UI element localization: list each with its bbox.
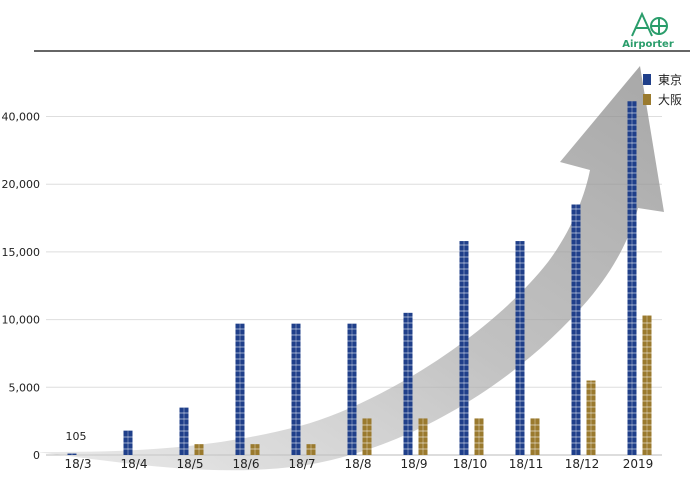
bar-tokyo — [403, 312, 413, 455]
bars — [67, 101, 652, 455]
x-tick-label: 18/3 — [65, 457, 92, 471]
legend-swatch-osaka — [643, 94, 651, 105]
x-tick-label: 18/5 — [177, 457, 204, 471]
bar-tokyo — [291, 323, 301, 455]
bar-tokyo — [515, 241, 525, 455]
bar-osaka — [642, 315, 652, 455]
x-tick-label: 18/7 — [289, 457, 316, 471]
x-tick-label: 18/10 — [453, 457, 488, 471]
y-tick-label: 20,000 — [2, 178, 41, 191]
bar-tokyo — [123, 430, 133, 455]
bar-tokyo — [571, 204, 581, 455]
legend-label-osaka: 大阪 — [658, 93, 682, 107]
bar-osaka — [418, 418, 428, 455]
bar-osaka — [194, 444, 204, 455]
bar-tokyo — [459, 241, 469, 455]
x-tick-label: 18/9 — [401, 457, 428, 471]
airporter-logo-mark-icon — [631, 11, 668, 37]
bar-tokyo — [67, 453, 77, 455]
bar-osaka — [306, 444, 316, 455]
x-tick-label: 18/11 — [509, 457, 544, 471]
legend-swatch-tokyo — [643, 74, 651, 85]
bar-osaka — [250, 444, 260, 455]
y-tick-label: 0 — [33, 449, 40, 462]
y-tick-label: 40,000 — [2, 111, 41, 124]
bar-osaka — [586, 380, 596, 455]
data-label: 105 — [66, 430, 87, 443]
annotations: 105 — [66, 430, 87, 443]
x-tick-label: 2019 — [623, 457, 654, 471]
bar-osaka — [530, 418, 540, 455]
y-tick-label: 5,000 — [9, 381, 41, 394]
x-tick-label: 18/4 — [121, 457, 148, 471]
x-tick-label: 18/12 — [565, 457, 600, 471]
y-tick-label: 15,000 — [2, 246, 41, 259]
bar-tokyo — [179, 407, 189, 455]
airporter-logo: Airporter — [622, 11, 674, 50]
x-tick-label: 18/8 — [345, 457, 372, 471]
legend: 東京 大阪 — [643, 73, 682, 107]
bar-osaka — [474, 418, 484, 455]
legend-label-tokyo: 東京 — [658, 73, 682, 87]
bar-tokyo — [235, 323, 245, 455]
y-axis: 0 5,000 10,000 15,000 20,000 40,000 — [2, 111, 41, 463]
y-tick-label: 10,000 — [2, 314, 41, 327]
logo-text: Airporter — [622, 39, 674, 50]
bar-osaka — [362, 418, 372, 455]
x-axis: 18/3 18/4 18/5 18/6 18/7 18/8 18/9 18/10 18/11 18… — [65, 457, 654, 471]
x-tick-label: 18/6 — [233, 457, 260, 471]
bar-tokyo — [627, 101, 637, 455]
growth-arrow-icon — [36, 66, 664, 471]
bar-tokyo — [347, 323, 357, 455]
